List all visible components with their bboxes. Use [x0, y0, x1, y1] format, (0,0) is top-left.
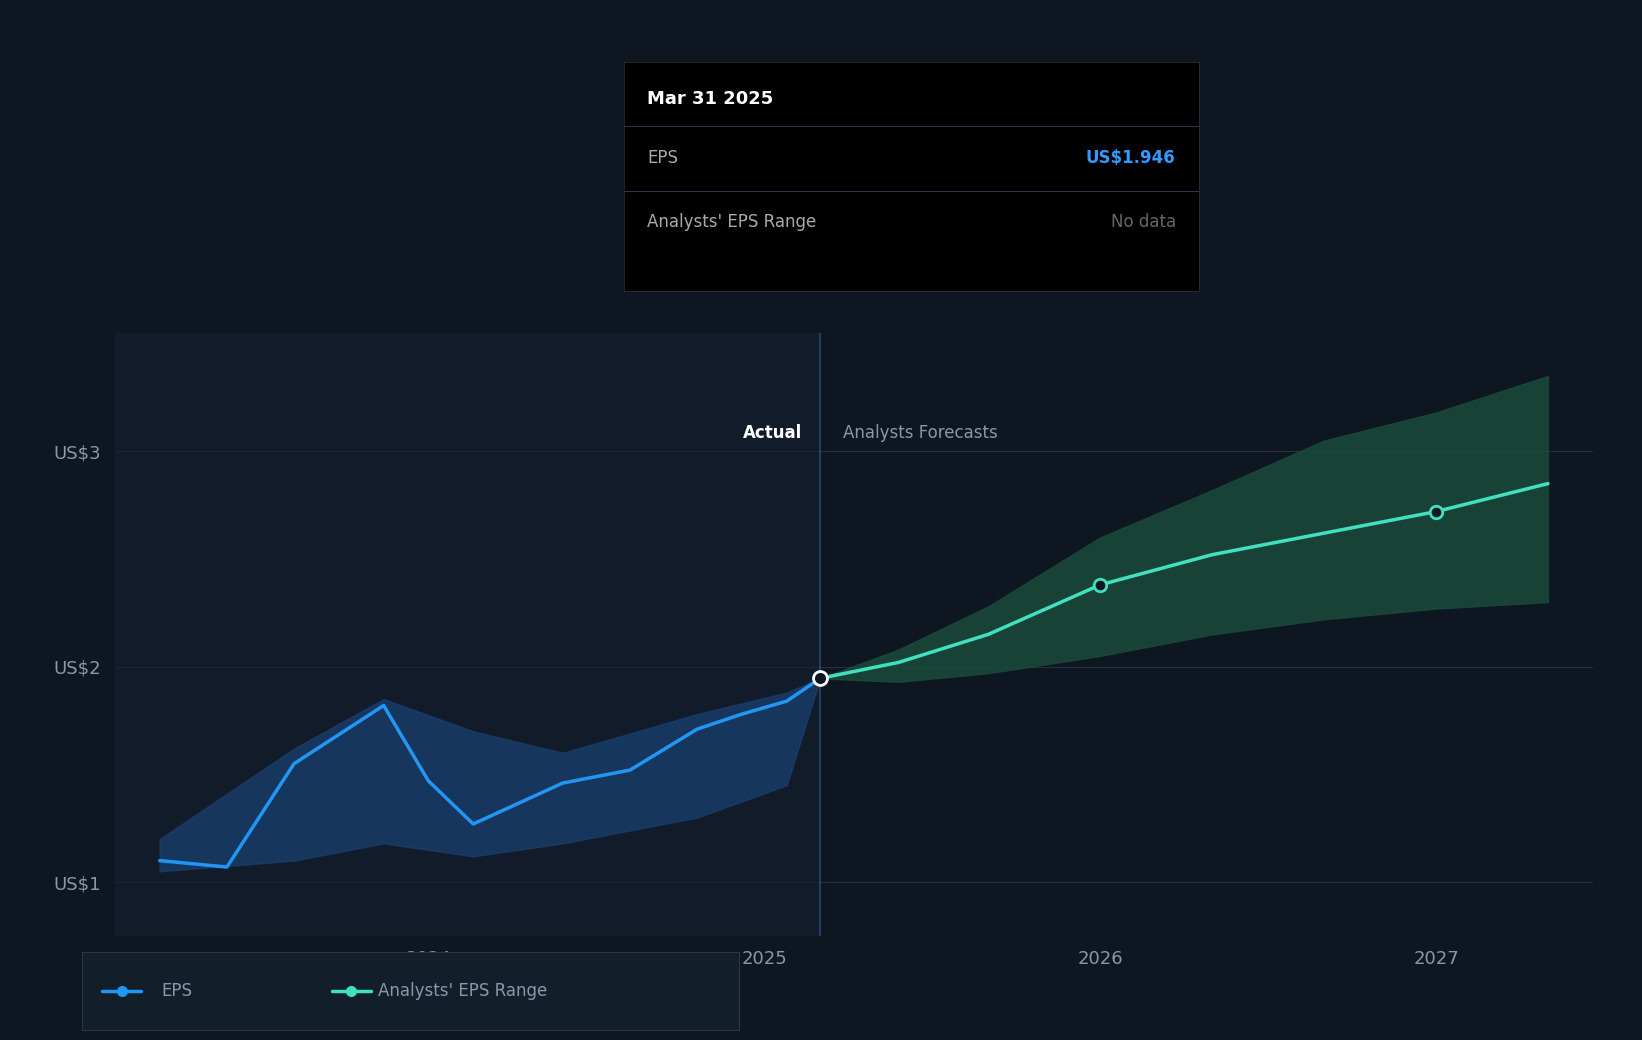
- Text: EPS: EPS: [161, 982, 192, 999]
- Text: Analysts Forecasts: Analysts Forecasts: [842, 424, 997, 442]
- Bar: [115, 333, 821, 936]
- Text: Analysts' EPS Range: Analysts' EPS Range: [647, 213, 816, 232]
- Text: Mar 31 2025: Mar 31 2025: [647, 89, 773, 108]
- Text: US$1.946: US$1.946: [1085, 150, 1176, 167]
- Text: Analysts' EPS Range: Analysts' EPS Range: [378, 982, 547, 999]
- Text: No data: No data: [1110, 213, 1176, 232]
- Text: EPS: EPS: [647, 150, 678, 167]
- Text: Actual: Actual: [744, 424, 803, 442]
